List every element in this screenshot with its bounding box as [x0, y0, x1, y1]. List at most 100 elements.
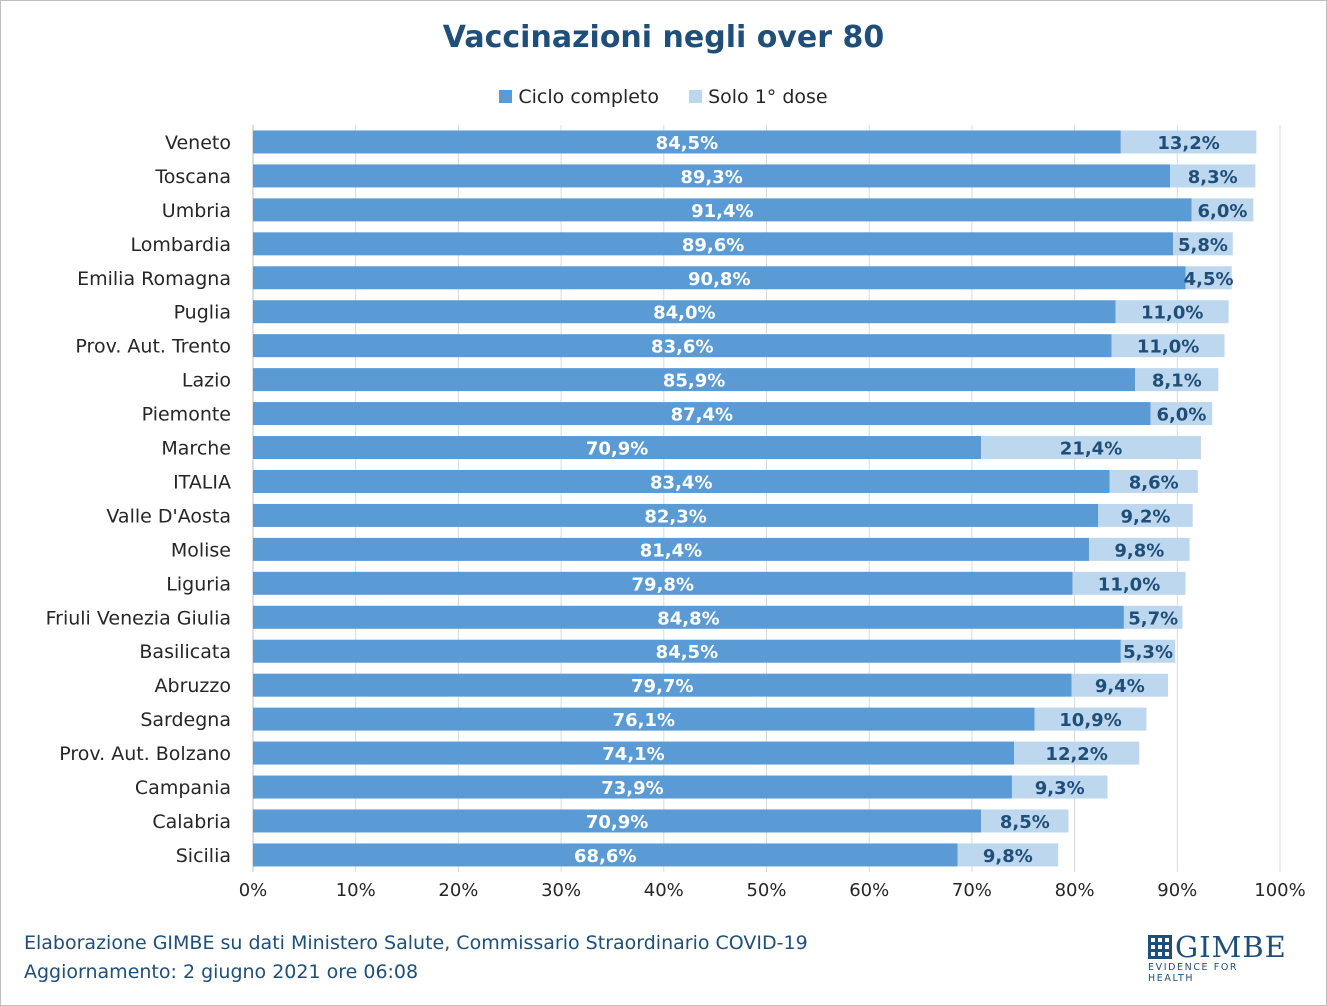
legend-label-ciclo-completo: Ciclo completo [518, 86, 660, 108]
data-label-ciclo-completo-valle-d-aosta: 82,3% [644, 506, 706, 527]
data-label-ciclo-completo-umbria: 91,4% [691, 201, 753, 222]
bar-ciclo-completo-prov-aut-trento [253, 334, 1112, 358]
data-label-ciclo-completo-italia: 83,4% [650, 472, 712, 493]
category-label-friuli-venezia-giulia: Friuli Venezia Giulia [46, 607, 231, 629]
category-label-marche: Marche [161, 438, 231, 460]
data-label-ciclo-completo-prov-aut-bolzano: 74,1% [602, 744, 664, 765]
data-label-ciclo-completo-marche: 70,9% [586, 439, 648, 460]
category-label-lazio: Lazio [182, 370, 231, 392]
data-label-ciclo-completo-lombardia: 89,6% [682, 235, 744, 256]
legend-entry-ciclo-completo: Ciclo completo [499, 86, 659, 108]
category-label-prov-aut-bolzano: Prov. Aut. Bolzano [59, 743, 231, 765]
data-label-solo-1-dose-sardegna: 10,9% [1059, 710, 1121, 731]
bar-ciclo-completo-italia [253, 469, 1110, 493]
x-tick-label: 40% [644, 880, 684, 901]
data-label-solo-1-dose-valle-d-aosta: 9,2% [1121, 506, 1171, 527]
data-label-solo-1-dose-veneto: 13,2% [1157, 133, 1219, 154]
data-label-ciclo-completo-puglia: 84,0% [653, 303, 715, 324]
data-label-solo-1-dose-campania: 9,3% [1035, 778, 1085, 799]
bar-ciclo-completo-friuli-venezia-giulia [253, 605, 1124, 629]
bar-solo-1-dose-calabria [981, 809, 1069, 833]
data-label-solo-1-dose-calabria: 8,5% [1000, 812, 1050, 833]
bar-solo-1-dose-lazio [1135, 368, 1219, 392]
bar-solo-1-dose-umbria [1191, 198, 1254, 222]
x-tick-label: 70% [952, 880, 992, 901]
bar-ciclo-completo-puglia [253, 300, 1116, 324]
bar-ciclo-completo-sicilia [253, 843, 958, 867]
data-label-solo-1-dose-basilicata: 5,3% [1123, 642, 1173, 663]
bar-ciclo-completo-piemonte [253, 402, 1151, 426]
data-label-solo-1-dose-sicilia: 9,8% [983, 846, 1033, 867]
data-label-ciclo-completo-abruzzo: 79,7% [631, 676, 693, 697]
category-label-valle-d-aosta: Valle D'Aosta [106, 505, 231, 527]
bar-ciclo-completo-prov-aut-bolzano [253, 741, 1015, 765]
data-label-ciclo-completo-basilicata: 84,5% [656, 642, 718, 663]
bar-ciclo-completo-sardegna [253, 707, 1035, 731]
x-tick-label: 100% [1254, 880, 1305, 901]
category-label-piemonte: Piemonte [142, 404, 231, 426]
category-label-toscana: Toscana [154, 166, 231, 188]
chart-title: Vaccinazioni negli over 80 [442, 20, 885, 55]
category-label-liguria: Liguria [166, 573, 231, 595]
x-tick-label: 10% [336, 880, 376, 901]
category-label-emilia-romagna: Emilia Romagna [77, 268, 231, 290]
bar-ciclo-completo-umbria [253, 198, 1192, 222]
data-label-solo-1-dose-molise: 9,8% [1114, 540, 1164, 561]
data-label-solo-1-dose-liguria: 11,0% [1098, 574, 1160, 595]
category-label-basilicata: Basilicata [139, 641, 231, 663]
bar-solo-1-dose-liguria [1072, 571, 1186, 595]
data-label-solo-1-dose-marche: 21,4% [1060, 439, 1122, 460]
x-tick-label: 20% [438, 880, 478, 901]
bar-solo-1-dose-friuli-venezia-giulia [1123, 605, 1183, 629]
category-label-puglia: Puglia [174, 302, 231, 324]
legend-entry-solo-prima-dose: Solo 1° dose [689, 86, 828, 108]
data-label-ciclo-completo-lazio: 85,9% [663, 371, 725, 392]
bar-solo-1-dose-basilicata [1120, 639, 1176, 663]
data-label-solo-1-dose-toscana: 8,3% [1188, 167, 1238, 188]
category-label-prov-aut-trento: Prov. Aut. Trento [75, 336, 231, 358]
legend-swatch-solo-prima-dose [689, 89, 703, 103]
bar-solo-1-dose-valle-d-aosta [1098, 503, 1193, 527]
bar-solo-1-dose-campania [1011, 775, 1108, 799]
legend-swatch-ciclo-completo [499, 89, 513, 103]
bar-solo-1-dose-puglia [1115, 300, 1229, 324]
x-tick-label: 80% [1055, 880, 1095, 901]
data-label-ciclo-completo-veneto: 84,5% [656, 133, 718, 154]
x-tick-label: 60% [849, 880, 889, 901]
data-label-solo-1-dose-friuli-venezia-giulia: 5,7% [1128, 608, 1178, 629]
category-label-veneto: Veneto [165, 132, 231, 154]
data-label-solo-1-dose-piemonte: 6,0% [1156, 405, 1206, 426]
bar-solo-1-dose-marche [981, 436, 1201, 460]
bar-ciclo-completo-basilicata [253, 639, 1121, 663]
gimbe-logo-name: GIMBE [1175, 930, 1287, 964]
bar-ciclo-completo-liguria [253, 571, 1073, 595]
category-label-sardegna: Sardegna [140, 709, 231, 731]
legend-label-solo-prima-dose: Solo 1° dose [708, 86, 828, 108]
x-tick-label: 90% [1157, 880, 1197, 901]
bar-solo-1-dose-prov-aut-trento [1111, 334, 1225, 358]
data-label-ciclo-completo-prov-aut-trento: 83,6% [651, 337, 713, 358]
data-label-solo-1-dose-prov-aut-bolzano: 12,2% [1045, 744, 1107, 765]
category-label-sicilia: Sicilia [176, 845, 231, 867]
data-label-ciclo-completo-friuli-venezia-giulia: 84,8% [657, 608, 719, 629]
bar-ciclo-completo-lombardia [253, 232, 1174, 256]
bar-solo-1-dose-italia [1109, 469, 1198, 493]
x-tick-label: 0% [239, 880, 268, 901]
footer-source: Elaborazione GIMBE su dati Ministero Sal… [24, 932, 808, 954]
data-label-ciclo-completo-campania: 73,9% [601, 778, 663, 799]
category-label-molise: Molise [171, 539, 231, 561]
bar-solo-1-dose-emilia-romagna [1185, 266, 1232, 290]
category-label-calabria: Calabria [152, 811, 231, 833]
data-label-solo-1-dose-prov-aut-trento: 11,0% [1137, 337, 1199, 358]
bar-ciclo-completo-calabria [253, 809, 982, 833]
data-label-ciclo-completo-liguria: 79,8% [632, 574, 694, 595]
chart-legend: Ciclo completo Solo 1° dose [0, 86, 1327, 108]
category-label-abruzzo: Abruzzo [155, 675, 231, 697]
category-label-italia: ITALIA [173, 471, 231, 493]
bar-ciclo-completo-emilia-romagna [253, 266, 1186, 290]
bar-solo-1-dose-sicilia [957, 843, 1059, 867]
data-label-ciclo-completo-piemonte: 87,4% [671, 405, 733, 426]
data-label-solo-1-dose-puglia: 11,0% [1141, 303, 1203, 324]
data-label-ciclo-completo-sardegna: 76,1% [613, 710, 675, 731]
